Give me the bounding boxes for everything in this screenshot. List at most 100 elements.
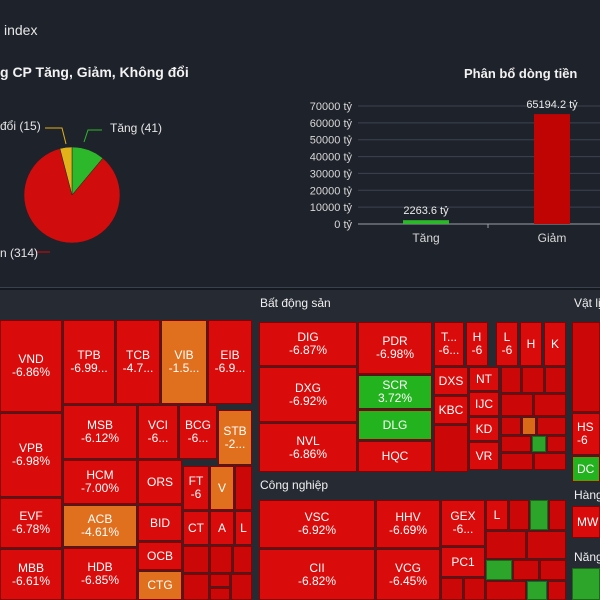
- tile-acb[interactable]: ACB -4.61%: [63, 505, 137, 547]
- tile-small[interactable]: [441, 578, 463, 600]
- stock-count-pie-chart[interactable]: [0, 100, 200, 270]
- tile-vsc[interactable]: VSC -6.92%: [259, 500, 375, 548]
- tile-small[interactable]: [572, 322, 600, 412]
- tile-ft[interactable]: FT -6: [183, 466, 209, 510]
- tile-vr[interactable]: VR: [469, 442, 499, 470]
- tile-dxg[interactable]: DXG -6.92%: [259, 367, 357, 422]
- tile-small[interactable]: [183, 574, 209, 600]
- tile-small[interactable]: [527, 531, 566, 559]
- tile-small[interactable]: [231, 574, 252, 600]
- tile-tpb[interactable]: TPB -6.99...: [63, 320, 115, 404]
- tile-ct[interactable]: CT: [183, 511, 209, 545]
- tile-vpb[interactable]: VPB -6.98%: [0, 413, 62, 497]
- tile-ors[interactable]: ORS: [138, 460, 182, 504]
- tile-pc1[interactable]: PC1: [441, 547, 485, 577]
- pie-chart-title: g CP Tăng, Giảm, Không đổi: [0, 64, 189, 80]
- tile-h[interactable]: H -6: [466, 322, 488, 366]
- tile-dc[interactable]: DC: [572, 456, 600, 482]
- tile-dig[interactable]: DIG -6.87%: [259, 322, 357, 366]
- pie-slice-down[interactable]: [23, 148, 121, 244]
- tile-vci[interactable]: VCI -6...: [138, 405, 178, 459]
- tile-mbb[interactable]: MBB -6.61%: [0, 549, 62, 600]
- tile-t[interactable]: T... -6...: [434, 322, 464, 366]
- sector-title-real-estate: Bất động sản: [260, 296, 331, 310]
- tile-small[interactable]: [501, 394, 533, 416]
- y-tick-label: 70000 tỷ: [310, 101, 353, 113]
- tile-small[interactable]: [434, 425, 468, 472]
- tile-small[interactable]: [464, 578, 485, 600]
- tile-hcm[interactable]: HCM -7.00%: [63, 460, 137, 504]
- tile-l2[interactable]: L -6: [496, 322, 518, 366]
- money-flow-bar-chart[interactable]: 0 tỷ 10000 tỷ 20000 tỷ 30000 tỷ 40000 tỷ 5000…: [296, 90, 600, 250]
- tile-small[interactable]: [210, 574, 230, 587]
- tile-small[interactable]: [233, 546, 252, 573]
- tile-stb[interactable]: STB -2...: [218, 410, 252, 465]
- tile-vib[interactable]: VIB -1.5...: [161, 320, 207, 404]
- tile-eib[interactable]: EIB -6.9...: [208, 320, 252, 404]
- tile-kd[interactable]: KD: [469, 417, 499, 441]
- tile-small[interactable]: [501, 417, 521, 435]
- tile-ocb[interactable]: OCB: [138, 542, 182, 570]
- tile-kbc[interactable]: KBC: [434, 396, 468, 424]
- tile-small[interactable]: [513, 560, 539, 580]
- tile-small[interactable]: [532, 436, 546, 452]
- tile-bcg[interactable]: BCG -6...: [179, 405, 217, 459]
- tile-small[interactable]: [501, 436, 531, 452]
- tile-small[interactable]: [210, 588, 230, 600]
- tile-small[interactable]: [549, 500, 566, 530]
- tile-a[interactable]: A: [210, 511, 234, 545]
- tile-msb[interactable]: MSB -6.12%: [63, 405, 137, 459]
- tile-small[interactable]: [522, 367, 544, 393]
- tile-small[interactable]: [547, 436, 566, 452]
- tile-small[interactable]: [501, 453, 533, 470]
- tile-vnd[interactable]: VND -6.86%: [0, 320, 62, 412]
- tile-small[interactable]: [501, 367, 521, 393]
- tile-l3[interactable]: L: [486, 500, 508, 530]
- tile-small[interactable]: [486, 560, 512, 580]
- tile-small[interactable]: [210, 546, 232, 573]
- tile-nvl[interactable]: NVL -6.86%: [259, 423, 357, 472]
- tile-ctg[interactable]: CTG: [138, 571, 182, 600]
- tile-scr[interactable]: SCR 3.72%: [358, 375, 432, 409]
- pie-slice-unchanged[interactable]: [59, 146, 73, 196]
- tile-small[interactable]: [545, 367, 566, 393]
- tile-small[interactable]: [548, 581, 566, 600]
- tile-cii[interactable]: CII -6.82%: [259, 549, 375, 600]
- tile-tcb[interactable]: TCB -4.7...: [116, 320, 160, 404]
- tile-nt[interactable]: NT: [469, 367, 499, 391]
- tile-small[interactable]: [486, 531, 526, 559]
- tile-vcg[interactable]: VCG -6.45%: [376, 549, 440, 600]
- tile-small[interactable]: [486, 581, 526, 600]
- tile-hs[interactable]: HS -6: [572, 413, 600, 455]
- x-tick-label: Giảm: [538, 231, 567, 245]
- tile-h2[interactable]: H: [520, 322, 542, 366]
- tile-small[interactable]: [537, 417, 566, 435]
- tile-small[interactable]: [527, 581, 547, 600]
- bar-down[interactable]: [534, 114, 570, 224]
- tile-small[interactable]: [534, 394, 566, 416]
- tile-hhv[interactable]: HHV -6.69%: [376, 500, 440, 548]
- tile-dxs[interactable]: DXS: [434, 367, 468, 395]
- tile-small[interactable]: [534, 453, 566, 470]
- tile-l[interactable]: L: [235, 511, 252, 545]
- tile-small[interactable]: [509, 500, 529, 530]
- bar-up[interactable]: [403, 220, 449, 224]
- tile-small[interactable]: [572, 568, 600, 600]
- tile-small[interactable]: [530, 500, 548, 530]
- tile-v[interactable]: V: [210, 466, 234, 510]
- pie-leader-up: [83, 129, 102, 143]
- tile-evf[interactable]: EVF -6.78%: [0, 498, 62, 548]
- tile-pdr[interactable]: PDR -6.98%: [358, 322, 432, 374]
- tile-small[interactable]: [183, 546, 209, 573]
- tile-gex[interactable]: GEX -6...: [441, 500, 485, 546]
- tile-small[interactable]: [235, 466, 252, 510]
- tile-hqc[interactable]: HQC: [358, 441, 432, 472]
- tile-ijc[interactable]: IJC: [469, 392, 499, 416]
- tile-mw[interactable]: MW: [572, 506, 600, 538]
- tile-small[interactable]: [522, 417, 536, 435]
- tile-hdb[interactable]: HDB -6.85%: [63, 548, 137, 600]
- tile-dlg[interactable]: DLG: [358, 410, 432, 440]
- tile-bid[interactable]: BID: [138, 505, 182, 541]
- tile-small[interactable]: [540, 560, 566, 580]
- tile-k[interactable]: K: [544, 322, 566, 366]
